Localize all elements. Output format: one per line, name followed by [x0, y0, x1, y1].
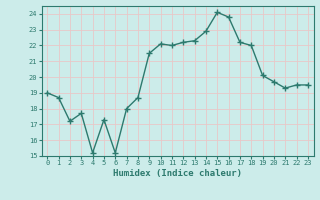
X-axis label: Humidex (Indice chaleur): Humidex (Indice chaleur): [113, 169, 242, 178]
